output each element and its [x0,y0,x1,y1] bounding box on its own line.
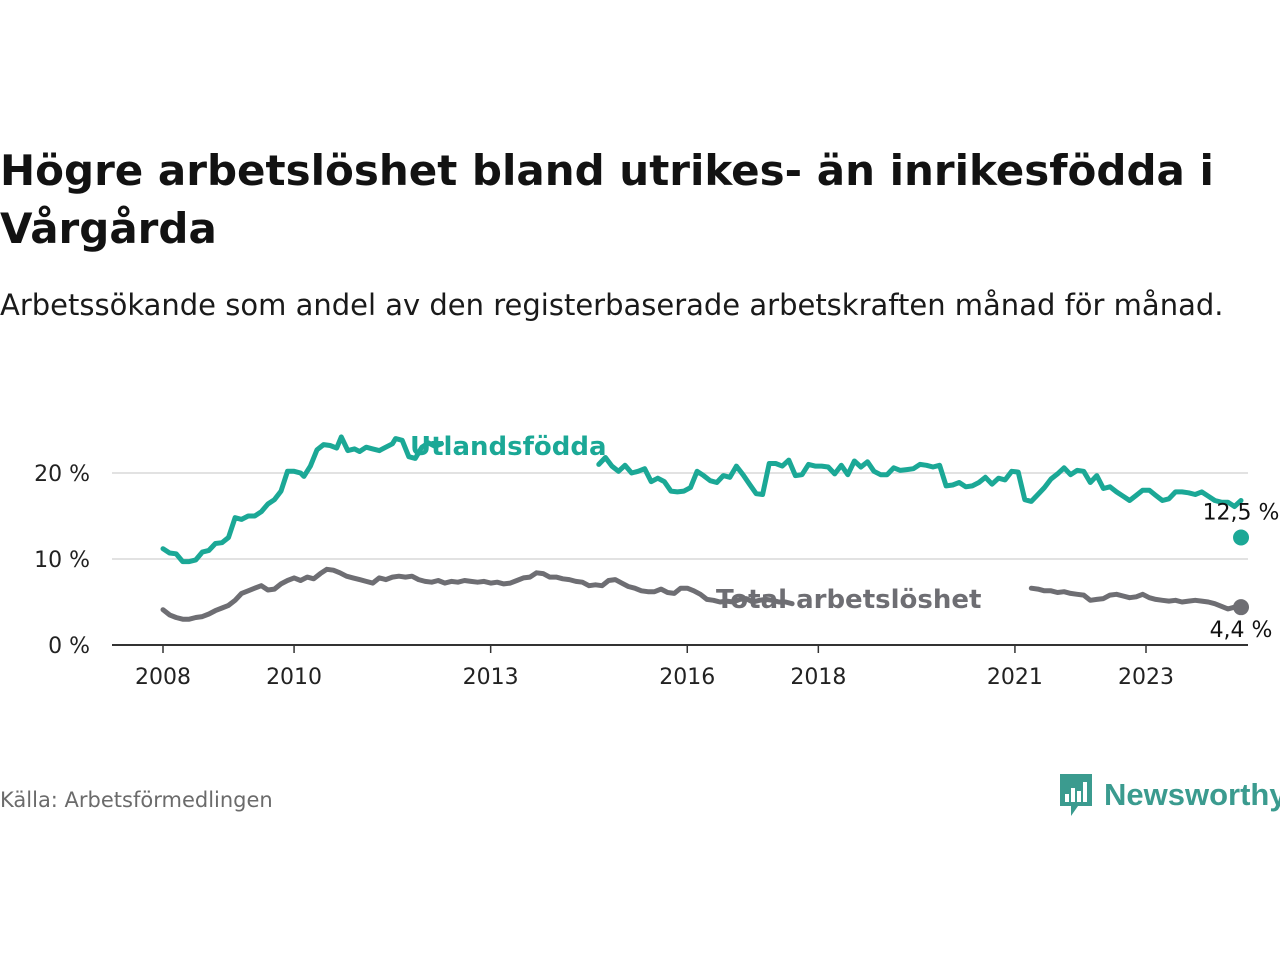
chart-subtitle: Arbetssökande som andel av den registerb… [0,288,1224,322]
series-name-total: Total arbetslöshet [716,585,981,615]
end-point-utlandsfodda [1233,529,1250,546]
end-label-total: 4,4 % [1210,618,1273,643]
x-tick-label: 2018 [790,665,846,690]
series-labels: 12,5 % 4,4 % Utlandsfödda Total arbetslöshe… [410,432,1279,643]
series-line-utlandsfodda [596,455,1244,509]
brand-logo[interactable]: Newsworthy [1058,772,1280,818]
axes: 0 % 10 % 20 % 2008 2010 2013 2016 2018 2021 2023 [34,462,1248,690]
source-note: Källa: Arbetsförmedlingen [0,788,273,812]
series-lines [160,434,1250,622]
series-name-utlandsfodda: Utlandsfödda [410,432,607,462]
series-line-total [1028,585,1244,612]
y-tick-label: 10 % [34,548,90,573]
x-tick-label: 2010 [266,665,322,690]
y-tick-label: 20 % [34,462,90,487]
x-tick-label: 2008 [135,665,191,690]
x-tick-label: 2021 [987,665,1043,690]
x-tick-label: 2023 [1118,665,1174,690]
series-line-total [160,566,795,622]
bar-chart-bubble-icon [1060,774,1092,816]
end-point-total [1233,599,1250,616]
series-line-utlandsfodda [160,434,444,565]
x-tick-label: 2016 [659,665,715,690]
end-label-utlandsfodda: 12,5 % [1203,501,1280,526]
brand-name: Newsworthy [1104,777,1280,812]
x-tick-label: 2013 [463,665,519,690]
y-tick-label: 0 % [48,634,90,659]
line-chart: 0 %10 %20 %2008 2010 2013 2016 2018 2021 2023 … [34,432,1279,690]
chart-title: Högre arbetslöshet bland utrikes- än inr… [0,146,1214,253]
